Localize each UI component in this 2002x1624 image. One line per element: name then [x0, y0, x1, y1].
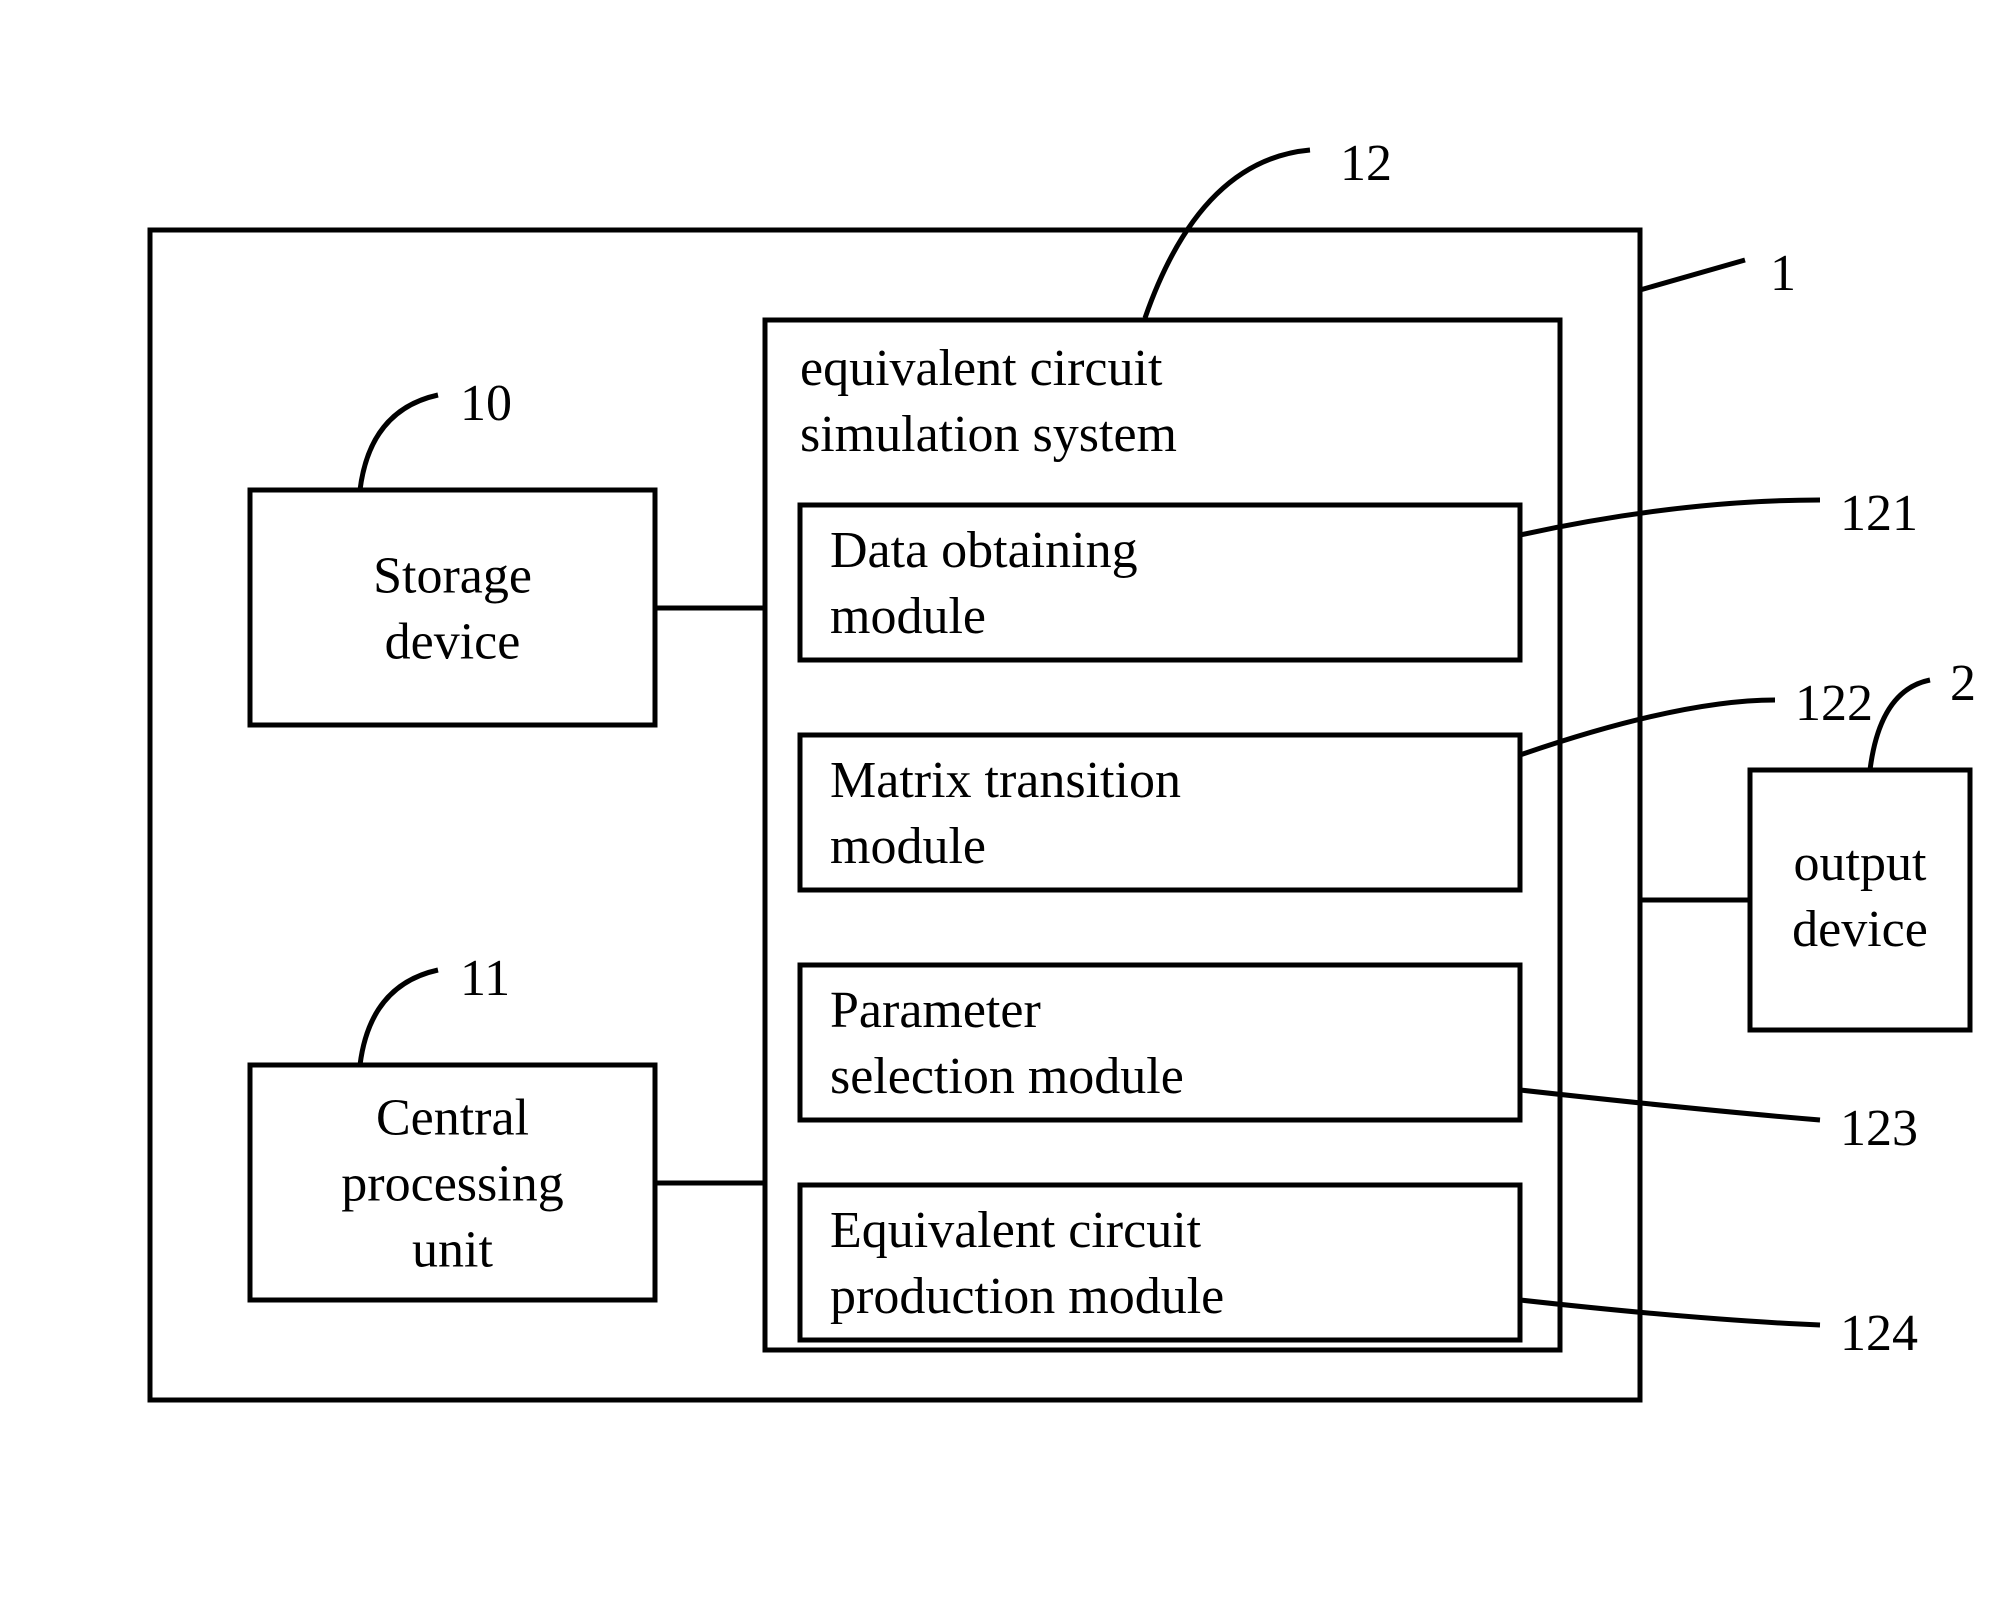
outer-box-ref: 1	[1770, 245, 1796, 302]
output-device-label: device	[1792, 901, 1928, 958]
matrix-transition-ref: 122	[1795, 675, 1873, 732]
parameter-selection-ref: 123	[1840, 1100, 1918, 1157]
output-device-label: output	[1794, 835, 1927, 892]
data-obtaining-leader	[1520, 500, 1820, 535]
system-box-leader	[1145, 150, 1310, 318]
parameter-selection-leader	[1520, 1090, 1820, 1120]
equivalent-circuit-production-label: Equivalent circuit	[830, 1202, 1202, 1259]
system-box-ref: 12	[1340, 135, 1392, 192]
storage-label: device	[385, 614, 521, 671]
cpu-label: processing	[341, 1156, 563, 1213]
data-obtaining-label: module	[830, 588, 986, 645]
data-obtaining-label: Data obtaining	[830, 522, 1138, 579]
equivalent-circuit-production-ref: 124	[1840, 1305, 1918, 1362]
storage-ref: 10	[460, 375, 512, 432]
outer-box-leader	[1640, 260, 1745, 290]
storage-label: Storage	[373, 548, 532, 605]
cpu-ref: 11	[460, 950, 510, 1007]
data-obtaining-ref: 121	[1840, 485, 1918, 542]
system-title: equivalent circuit	[800, 340, 1163, 397]
block-diagram: 1 equivalent circuit simulation system 12 St…	[0, 0, 2002, 1624]
storage-box	[250, 490, 655, 725]
equivalent-circuit-production-leader	[1520, 1300, 1820, 1325]
cpu-label: Central	[376, 1090, 529, 1147]
parameter-selection-label: Parameter	[830, 982, 1041, 1039]
equivalent-circuit-production-label: production module	[830, 1268, 1224, 1325]
matrix-transition-label: Matrix transition	[830, 752, 1181, 809]
output-device-box	[1750, 770, 1970, 1030]
output-device-leader	[1870, 680, 1930, 770]
storage-leader	[360, 395, 438, 490]
cpu-leader	[360, 970, 438, 1065]
cpu-label: unit	[412, 1222, 493, 1279]
output-device-ref: 2	[1950, 655, 1976, 712]
parameter-selection-label: selection module	[830, 1048, 1184, 1105]
matrix-transition-label: module	[830, 818, 986, 875]
system-title: simulation system	[800, 406, 1177, 463]
